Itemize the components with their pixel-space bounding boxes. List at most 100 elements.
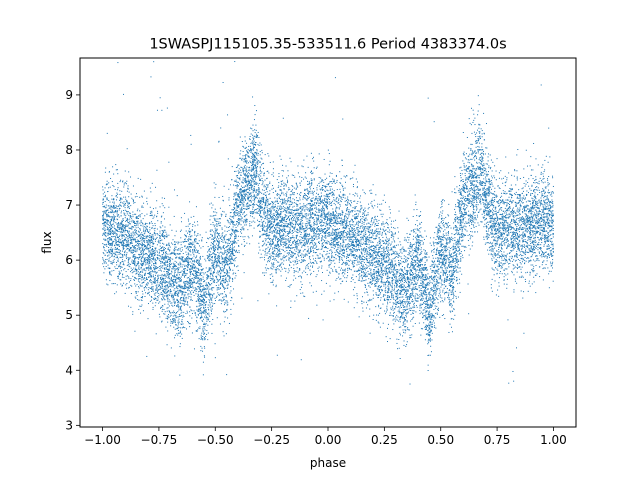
data-point xyxy=(456,216,458,218)
data-point xyxy=(222,293,224,295)
data-point xyxy=(331,242,333,244)
data-point xyxy=(362,237,364,239)
data-point xyxy=(173,264,175,266)
data-point xyxy=(452,278,454,280)
data-point xyxy=(351,224,353,226)
data-point xyxy=(319,253,321,255)
data-point xyxy=(397,244,399,246)
data-point xyxy=(304,235,306,237)
data-point xyxy=(326,269,328,271)
data-point xyxy=(174,235,176,237)
data-point xyxy=(209,255,211,257)
data-point xyxy=(294,270,296,272)
data-point xyxy=(275,248,277,249)
data-point xyxy=(242,228,244,230)
data-point xyxy=(424,291,426,293)
data-point xyxy=(272,221,274,223)
data-point xyxy=(363,233,365,235)
data-point xyxy=(146,225,148,227)
data-point xyxy=(176,256,178,258)
data-point xyxy=(115,242,117,244)
data-point xyxy=(219,240,221,242)
data-point xyxy=(220,269,222,271)
data-point xyxy=(404,303,406,305)
data-point xyxy=(512,213,514,215)
data-point xyxy=(340,223,342,225)
data-point xyxy=(442,238,444,240)
data-point xyxy=(422,328,424,330)
data-point xyxy=(254,199,256,201)
data-point xyxy=(351,233,353,235)
data-point xyxy=(423,302,425,304)
data-point xyxy=(309,219,311,221)
data-point xyxy=(387,255,389,257)
data-point xyxy=(112,211,114,213)
data-point xyxy=(244,208,246,210)
data-point xyxy=(325,206,327,208)
data-point xyxy=(442,235,444,237)
data-point xyxy=(386,219,388,221)
data-point xyxy=(154,271,156,273)
data-point xyxy=(459,229,461,231)
data-point xyxy=(326,206,328,208)
data-point xyxy=(393,323,395,325)
data-point xyxy=(407,301,409,303)
data-point xyxy=(502,244,504,246)
data-point xyxy=(386,249,388,251)
data-point xyxy=(401,252,403,254)
data-point xyxy=(313,204,315,206)
data-point xyxy=(267,226,269,228)
data-point xyxy=(412,317,414,319)
data-point xyxy=(301,217,303,219)
data-point xyxy=(358,274,360,276)
data-point xyxy=(146,213,148,215)
data-point xyxy=(224,302,226,304)
data-point xyxy=(146,197,148,199)
data-point xyxy=(536,186,538,188)
data-point xyxy=(240,196,242,198)
data-point xyxy=(499,199,501,201)
data-point xyxy=(396,282,398,284)
data-point xyxy=(141,243,143,245)
data-point xyxy=(333,197,335,199)
data-point xyxy=(200,271,202,273)
data-point xyxy=(389,314,391,316)
data-point xyxy=(495,255,497,257)
data-point xyxy=(463,234,465,236)
data-point xyxy=(103,249,105,251)
data-point xyxy=(351,232,353,234)
data-point xyxy=(249,145,251,147)
data-point xyxy=(513,267,515,269)
data-point xyxy=(446,242,448,244)
data-point xyxy=(295,218,297,220)
data-point xyxy=(552,250,554,252)
data-point xyxy=(206,277,208,279)
data-point xyxy=(538,201,540,203)
data-point xyxy=(197,280,199,282)
data-point xyxy=(414,243,416,245)
data-point xyxy=(352,236,354,238)
data-point xyxy=(382,281,384,283)
data-point xyxy=(468,166,470,168)
data-point xyxy=(246,179,248,181)
data-point xyxy=(512,243,514,245)
data-point xyxy=(419,260,421,262)
data-point xyxy=(271,252,273,254)
data-point xyxy=(249,138,251,140)
data-point xyxy=(276,354,278,356)
data-point xyxy=(218,140,220,142)
data-point xyxy=(308,213,310,215)
data-point xyxy=(532,240,534,242)
data-point xyxy=(394,227,396,229)
data-point xyxy=(313,203,315,205)
data-point xyxy=(343,193,345,195)
data-point xyxy=(270,209,272,211)
data-point xyxy=(353,294,355,296)
data-point xyxy=(123,254,125,256)
data-point xyxy=(500,262,502,264)
data-point xyxy=(519,226,521,228)
data-point xyxy=(335,207,337,209)
data-point xyxy=(450,267,452,269)
data-point xyxy=(381,233,383,235)
data-point xyxy=(344,262,346,264)
